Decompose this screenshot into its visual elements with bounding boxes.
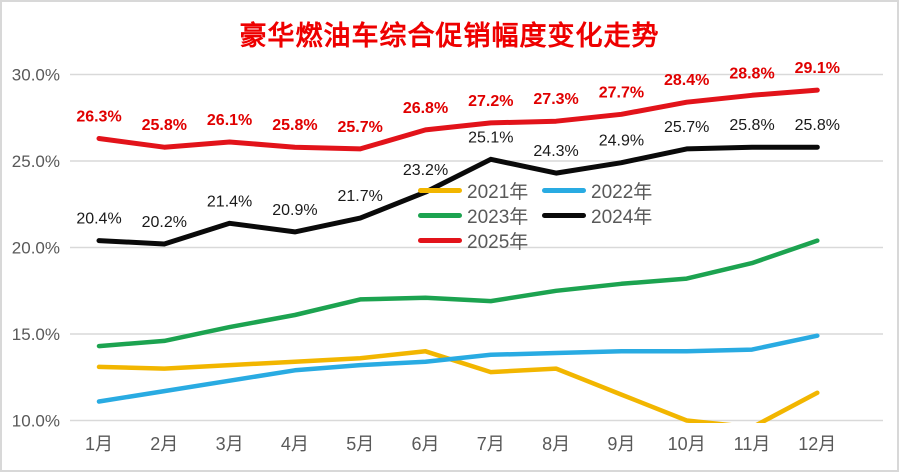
legend-label: 2024年 — [591, 207, 653, 228]
x-axis-label: 12月 — [798, 434, 836, 454]
y-axis-tick-label: 20.0% — [12, 239, 60, 258]
legend-label: 2025年 — [467, 232, 529, 253]
legend-swatch-icon — [542, 188, 586, 193]
y-axis-tick-label: 10.0% — [12, 412, 60, 431]
legend-item-2024: 2024年 — [542, 202, 666, 229]
data-label-2024: 24.9% — [599, 133, 644, 150]
data-label-2025: 26.8% — [403, 100, 448, 117]
data-label-2024: 20.4% — [76, 211, 121, 228]
legend-swatch-icon — [418, 238, 462, 243]
data-label-2024: 20.9% — [272, 202, 317, 219]
data-label-2024: 25.7% — [664, 119, 709, 136]
data-label-2025: 28.8% — [729, 65, 774, 82]
legend-item-2022: 2022年 — [542, 177, 666, 204]
series-line-2024 — [96, 144, 820, 247]
data-label-2024: 21.7% — [338, 188, 383, 205]
x-axis-label: 10月 — [668, 434, 706, 454]
data-label-2025: 26.1% — [207, 112, 252, 129]
series-line-2023 — [96, 238, 820, 349]
y-axis-tick-label: 25.0% — [12, 152, 60, 171]
x-axis-label: 2月 — [150, 434, 178, 454]
legend-item-2021: 2021年 — [418, 177, 542, 204]
legend-swatch-icon — [542, 213, 586, 218]
data-label-2024: 23.2% — [403, 162, 448, 179]
legend-label: 2021年 — [467, 182, 529, 203]
x-axis-label: 4月 — [281, 434, 309, 454]
data-label-2025: 27.7% — [599, 84, 644, 101]
data-label-2025: 25.8% — [142, 117, 187, 134]
y-axis-tick-label: 15.0% — [12, 325, 60, 344]
series-line-2022 — [96, 333, 820, 404]
data-label-2024: 25.1% — [468, 129, 513, 146]
x-axis-label: 8月 — [542, 434, 570, 454]
x-axis-label: 6月 — [411, 434, 439, 454]
data-label-2024: 25.8% — [795, 117, 840, 134]
series-line-2025 — [96, 87, 820, 152]
data-label-2024: 25.8% — [729, 117, 774, 134]
data-label-2025: 28.4% — [664, 72, 709, 89]
legend-item-2025: 2025年 — [418, 227, 542, 254]
chart-legend: 2021年 2022年 2023年 2024年 2025年 — [418, 178, 666, 253]
chart-title: 豪华燃油车综合促销幅度变化走势 — [239, 21, 660, 51]
data-label-2025: 27.2% — [468, 93, 513, 110]
series-line-2021 — [96, 349, 820, 423]
data-label-2025: 29.1% — [795, 60, 840, 77]
x-axis-label: 7月 — [477, 434, 505, 454]
data-label-2025: 27.3% — [533, 91, 578, 108]
x-axis-label: 9月 — [607, 434, 635, 454]
legend-label: 2023年 — [467, 207, 529, 228]
legend-item-2023: 2023年 — [418, 202, 542, 229]
y-axis-tick-label: 30.0% — [12, 66, 60, 85]
x-axis-label: 1月 — [85, 434, 113, 454]
data-label-2025: 25.7% — [338, 119, 383, 136]
data-label-2024: 20.2% — [142, 214, 187, 231]
legend-label: 2022年 — [591, 182, 653, 203]
x-axis-label: 3月 — [216, 434, 244, 454]
data-label-2024: 24.3% — [533, 143, 578, 160]
legend-swatch-icon — [418, 188, 462, 193]
data-label-2025: 25.8% — [272, 117, 317, 134]
data-label-2025: 26.3% — [76, 109, 121, 126]
legend-swatch-icon — [418, 213, 462, 218]
x-axis-label: 5月 — [346, 434, 374, 454]
x-axis-label: 11月 — [734, 434, 771, 454]
data-label-2024: 21.4% — [207, 193, 252, 210]
